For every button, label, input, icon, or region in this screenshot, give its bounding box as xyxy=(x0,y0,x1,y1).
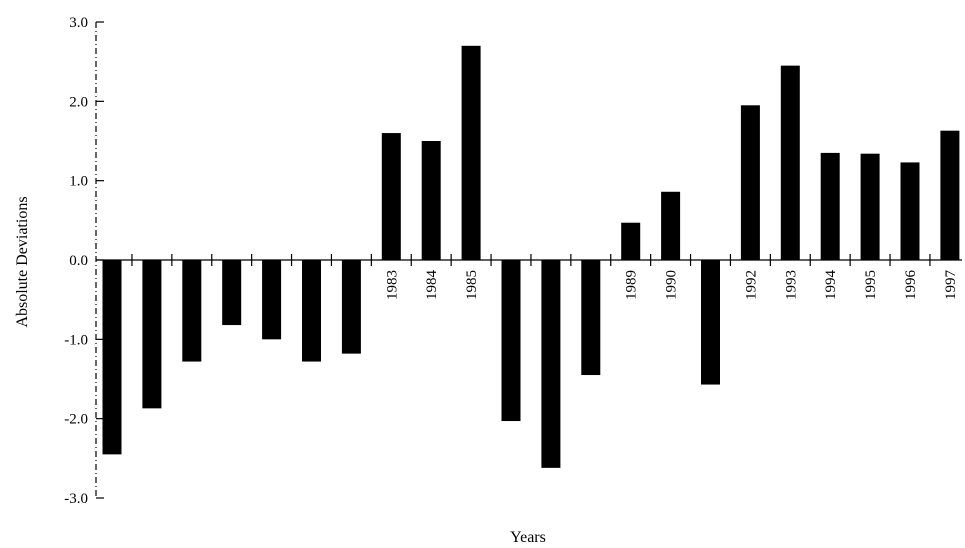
bar xyxy=(581,260,601,376)
year-label: 1985 xyxy=(464,270,480,300)
year-label: 1996 xyxy=(903,270,919,301)
bar xyxy=(940,130,960,260)
y-tick-label: 3.0 xyxy=(69,15,88,31)
year-label: 1995 xyxy=(863,270,879,300)
bar xyxy=(222,260,242,326)
year-labels: 1983 1984 1985 1989 1990 1992 1993 1994 1995 1996… xyxy=(384,270,959,301)
y-tick-label: -1.0 xyxy=(64,332,88,348)
y-tick-label: -2.0 xyxy=(64,412,88,428)
y-tick-label: -3.0 xyxy=(64,491,88,507)
y-axis-title: Absolute Deviations xyxy=(14,196,31,327)
bar xyxy=(421,141,441,260)
bar xyxy=(341,260,361,354)
year-label: 1992 xyxy=(743,270,759,300)
bar xyxy=(661,191,681,260)
bar xyxy=(302,260,321,362)
bar xyxy=(381,133,401,260)
year-label: 1994 xyxy=(823,270,839,301)
year-label: 1989 xyxy=(624,270,640,300)
bar xyxy=(701,260,720,385)
bar xyxy=(900,162,920,260)
bar xyxy=(780,65,800,260)
x-axis-title: Years xyxy=(510,529,546,546)
bar xyxy=(860,153,880,260)
year-label: 1983 xyxy=(384,270,400,300)
bars xyxy=(102,45,960,468)
y-axis: 3.0 2.0 1.0 0.0 -1.0 -2.0 -3.0 xyxy=(64,15,104,507)
bar xyxy=(621,222,641,260)
x-axis xyxy=(96,254,962,266)
bar xyxy=(740,105,760,260)
year-label: 1990 xyxy=(664,270,680,300)
bar xyxy=(541,260,561,468)
bar xyxy=(142,260,162,409)
bar xyxy=(820,152,840,260)
y-tick-label: 2.0 xyxy=(69,94,88,110)
y-tick-label: 0.0 xyxy=(69,253,88,269)
year-label: 1984 xyxy=(424,270,440,301)
bar xyxy=(102,260,122,455)
y-tick-label: 1.0 xyxy=(69,174,88,190)
year-label: 1997 xyxy=(943,270,959,301)
bar xyxy=(461,45,481,260)
bar xyxy=(501,260,521,422)
bar xyxy=(262,260,282,340)
bar xyxy=(182,260,202,362)
year-label: 1993 xyxy=(783,270,799,300)
